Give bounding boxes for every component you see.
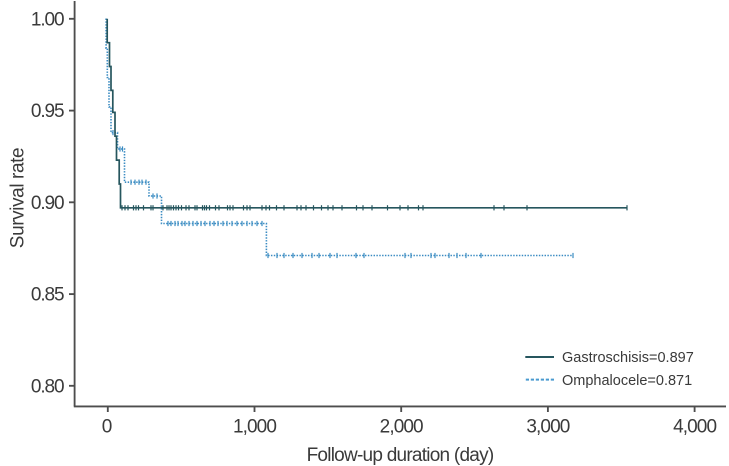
svg-text:Follow-up duration (day): Follow-up duration (day) bbox=[307, 445, 494, 466]
svg-text:1.00: 1.00 bbox=[31, 9, 64, 30]
svg-text:0.95: 0.95 bbox=[31, 101, 64, 122]
svg-text:0.90: 0.90 bbox=[31, 193, 64, 214]
svg-text:0.80: 0.80 bbox=[31, 376, 64, 397]
svg-text:Omphalocele=0.871: Omphalocele=0.871 bbox=[562, 373, 692, 389]
svg-text:4,000: 4,000 bbox=[673, 417, 716, 438]
svg-text:3,000: 3,000 bbox=[526, 417, 569, 438]
svg-text:2,000: 2,000 bbox=[380, 417, 423, 438]
svg-text:1,000: 1,000 bbox=[233, 417, 276, 438]
svg-text:0.85: 0.85 bbox=[31, 285, 64, 306]
svg-text:0: 0 bbox=[102, 417, 112, 438]
svg-text:Gastroschisis=0.897: Gastroschisis=0.897 bbox=[562, 350, 694, 366]
svg-text:Survival rate: Survival rate bbox=[8, 148, 29, 248]
